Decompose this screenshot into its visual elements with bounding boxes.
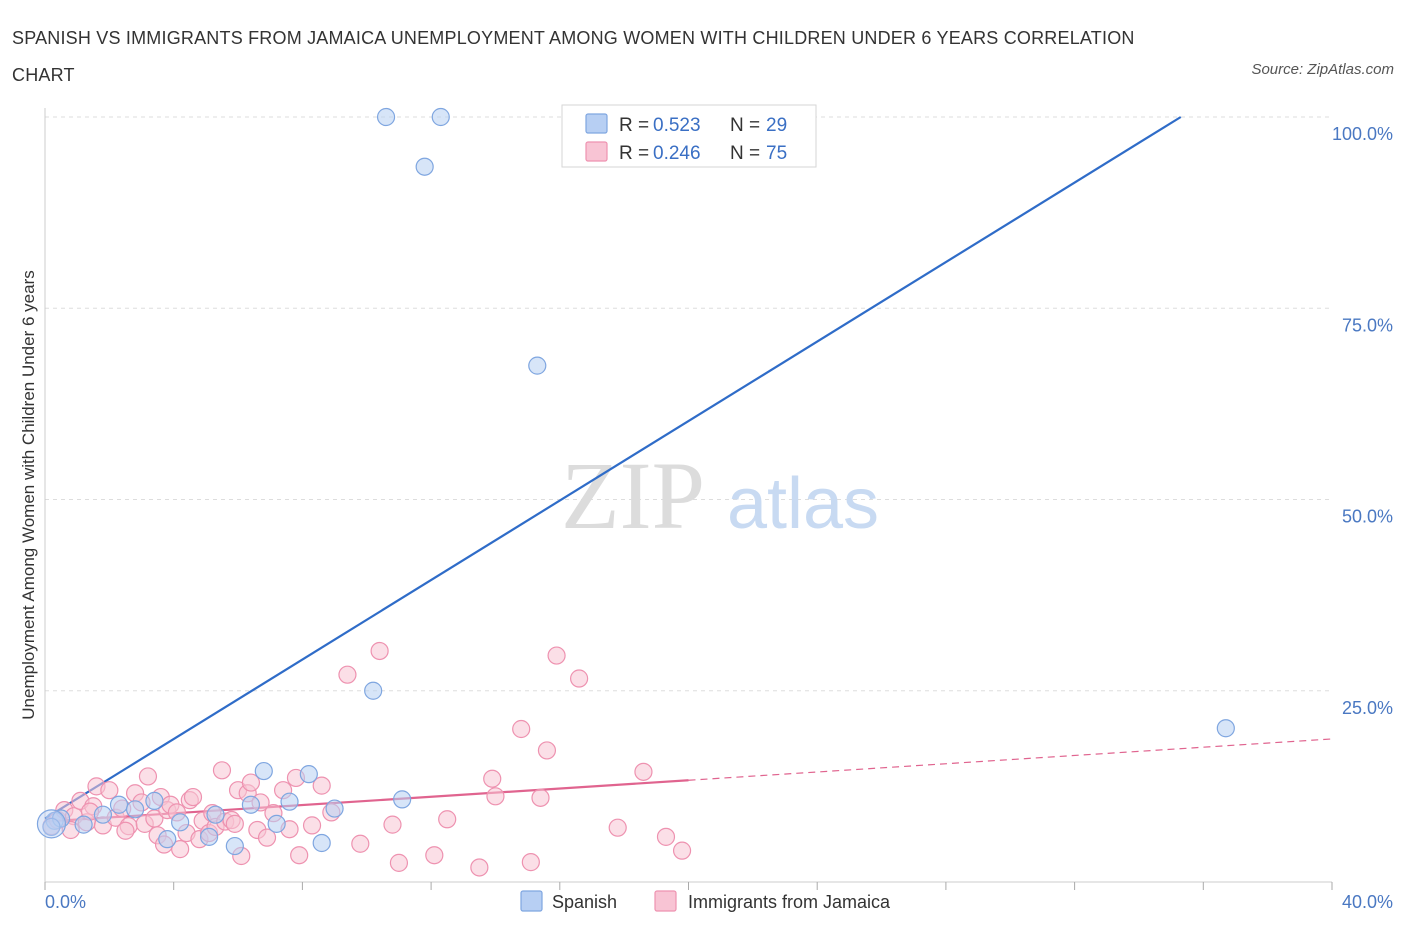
source-label: Source: ZipAtlas.com	[1251, 61, 1394, 78]
chart-title: SPANISH VS IMMIGRANTS FROM JAMAICA UNEMP…	[12, 28, 1135, 85]
trend-line-jamaica-extension	[688, 738, 1333, 781]
point-jamaica-66	[634, 762, 653, 781]
bottom-legend-spanish: Spanish	[552, 892, 617, 912]
point-jamaica-65	[608, 818, 627, 837]
legend-n-label-1: N =	[730, 143, 760, 164]
point-jamaica-59	[512, 719, 531, 739]
y-tick-label-75: 75.0%	[1342, 315, 1393, 335]
point-spanish-27	[42, 817, 61, 837]
point-spanish-7	[158, 830, 177, 849]
legend-r-value-0: 0.523	[653, 115, 701, 136]
point-jamaica-39	[241, 773, 261, 792]
point-jamaica-26	[183, 787, 203, 807]
point-jamaica-35	[225, 814, 244, 833]
point-jamaica-32	[212, 761, 232, 780]
legend-n-label-0: N =	[730, 115, 760, 136]
grid-lines	[45, 116, 1332, 692]
point-spanish-4	[109, 795, 129, 814]
y-tick-label-100: 100.0%	[1332, 124, 1393, 144]
point-spanish-9	[206, 805, 225, 824]
point-spanish-19	[376, 107, 396, 127]
point-jamaica-69	[351, 834, 370, 853]
point-jamaica-54	[425, 846, 444, 865]
watermark-zip: ZIP	[561, 442, 705, 549]
point-jamaica-64	[570, 669, 589, 688]
point-jamaica-51	[338, 665, 357, 684]
point-spanish-5	[145, 791, 164, 811]
tick-labels: 25.0% 50.0% 75.0% 100.0% 0.0% 40.0%	[45, 124, 1393, 912]
x-tick-label-max: 40.0%	[1342, 892, 1393, 912]
y-tick-label-50: 50.0%	[1342, 507, 1393, 527]
legend-n-value-1: 75	[766, 143, 787, 164]
point-jamaica-52	[370, 641, 389, 661]
point-jamaica-68	[672, 841, 692, 860]
point-spanish-23	[528, 356, 547, 375]
legend-r-label-1: R =	[619, 143, 649, 164]
point-spanish-22	[431, 107, 450, 127]
point-spanish-16	[312, 833, 331, 853]
point-jamaica-62	[537, 741, 557, 760]
point-jamaica-49	[312, 776, 331, 795]
legend-r-value-1: 0.246	[653, 143, 701, 164]
point-jamaica-57	[483, 769, 502, 788]
y-axis-title: Unemployment Among Women with Children U…	[19, 270, 38, 719]
point-jamaica-63	[547, 646, 566, 665]
point-jamaica-16	[138, 767, 158, 786]
point-jamaica-72	[116, 821, 135, 840]
axes	[44, 108, 1333, 890]
point-jamaica-56	[470, 858, 489, 877]
point-spanish-21	[415, 157, 434, 176]
legend-swatch-jamaica	[585, 141, 608, 162]
point-jamaica-48	[302, 816, 322, 835]
y-tick-label-25: 25.0%	[1342, 698, 1393, 718]
point-jamaica-60	[521, 853, 540, 872]
point-jamaica-67	[656, 827, 676, 846]
point-spanish-15	[299, 765, 318, 784]
point-spanish-17	[325, 799, 344, 818]
point-jamaica-47	[290, 846, 309, 865]
point-jamaica-53	[389, 853, 409, 872]
point-spanish-12	[254, 761, 273, 781]
bottom-legend-swatch-jamaica	[654, 890, 677, 912]
trend-line-spanish	[44, 116, 1182, 820]
point-spanish-13	[267, 814, 286, 833]
point-jamaica-70	[383, 815, 402, 834]
legend-n-value-0: 29	[766, 115, 787, 136]
top-legend: R = 0.523 N = 29 R = 0.246 N = 75	[561, 104, 817, 168]
bottom-legend-jamaica: Immigrants from Jamaica	[688, 892, 891, 912]
point-spanish-14	[280, 792, 299, 811]
point-spanish-cluster	[36, 809, 67, 839]
bottom-legend: Spanish Immigrants from Jamaica	[520, 890, 891, 912]
point-jamaica-55	[438, 810, 457, 829]
legend-r-label-0: R =	[619, 115, 649, 136]
point-spanish-18	[364, 681, 383, 700]
point-spanish-28	[125, 800, 145, 819]
point-spanish-3	[93, 805, 113, 824]
point-jamaica-61	[531, 788, 550, 807]
point-spanish-2	[74, 815, 93, 834]
point-spanish-20	[393, 790, 412, 809]
legend-swatch-spanish	[585, 113, 608, 134]
point-spanish-11	[241, 795, 261, 814]
point-spanish-26	[1216, 719, 1235, 738]
point-jamaica-42	[257, 828, 277, 847]
point-jamaica-9	[100, 781, 119, 800]
point-spanish-6	[171, 813, 190, 832]
watermark-atlas: atlas	[727, 464, 879, 544]
point-jamaica-58	[486, 787, 505, 806]
data-points	[36, 107, 1235, 877]
point-spanish-8	[199, 827, 219, 846]
x-tick-label-min: 0.0%	[45, 892, 86, 912]
bottom-legend-swatch-spanish	[520, 890, 543, 912]
watermark: ZIP atlas	[561, 442, 879, 549]
point-spanish-10	[225, 836, 244, 856]
